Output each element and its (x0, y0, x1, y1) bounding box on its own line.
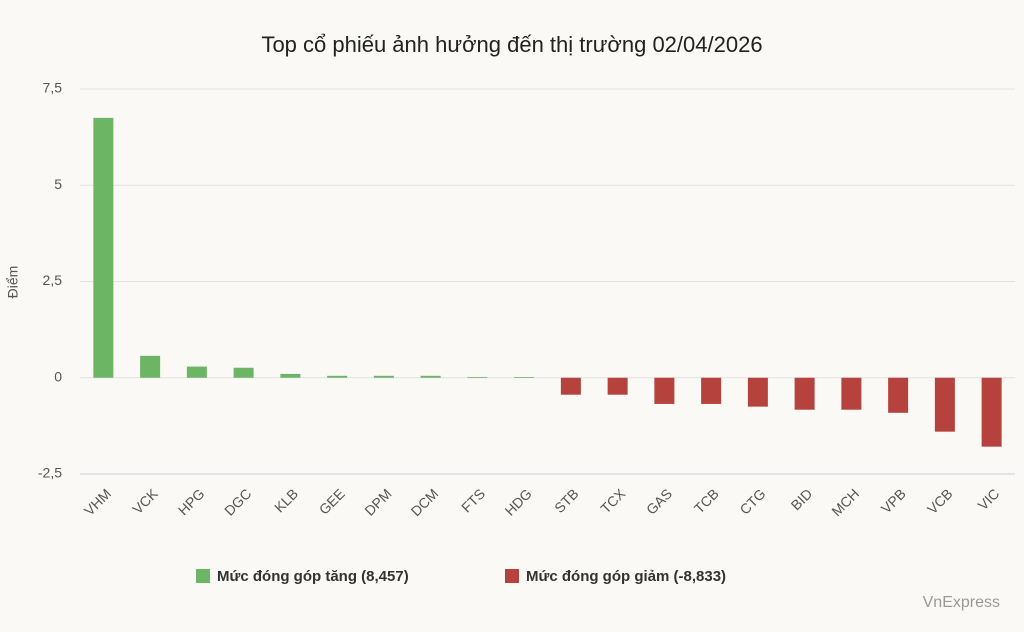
legend-label: Mức đóng góp tăng (8,457) (217, 568, 409, 585)
bar (186, 366, 207, 378)
legend-swatch (505, 569, 519, 583)
bar (514, 376, 535, 378)
bar (140, 355, 161, 378)
bar (560, 377, 581, 395)
y-tick-label: 0 (54, 368, 62, 384)
bar (934, 377, 955, 432)
bar (93, 117, 114, 378)
chart-title: Top cổ phiếu ảnh hưởng đến thị trường 02… (261, 32, 762, 57)
bar (373, 375, 394, 378)
bar (420, 375, 441, 378)
bar (327, 375, 348, 378)
bar (841, 377, 862, 410)
bar (607, 377, 628, 395)
legend-swatch (196, 569, 210, 583)
bar (888, 377, 909, 413)
bar (654, 377, 675, 404)
bar (233, 367, 254, 378)
bar (280, 373, 301, 378)
bar (467, 376, 488, 378)
bar (701, 377, 722, 404)
y-tick-label: -2,5 (38, 465, 62, 481)
y-tick-label: 5 (54, 176, 62, 192)
y-axis-label: Điểm (5, 266, 21, 299)
y-tick-label: 2,5 (43, 272, 63, 288)
y-tick-label: 7,5 (43, 80, 63, 96)
bar (981, 377, 1002, 447)
legend-label: Mức đóng góp giảm (-8,833) (526, 568, 726, 585)
source: VnExpress (923, 594, 1000, 611)
bar (747, 377, 768, 407)
bar (794, 377, 815, 410)
